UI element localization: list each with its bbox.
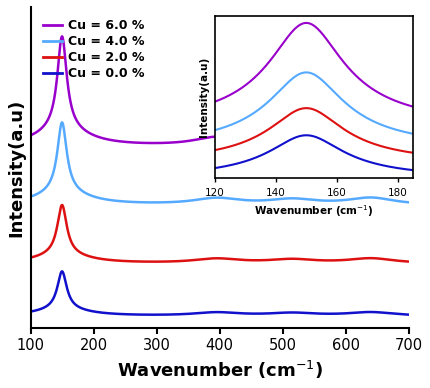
X-axis label: Wavenumber (cm$^{-1}$): Wavenumber (cm$^{-1}$) (254, 203, 374, 219)
Y-axis label: Intensity(a.u): Intensity(a.u) (7, 98, 25, 237)
X-axis label: Wavenumber (cm$^{-1}$): Wavenumber (cm$^{-1}$) (117, 359, 323, 381)
Legend: Cu = 6.0 %, Cu = 4.0 %, Cu = 2.0 %, Cu = 0.0 %: Cu = 6.0 %, Cu = 4.0 %, Cu = 2.0 %, Cu =… (40, 16, 147, 83)
Y-axis label: Intensity(a.u): Intensity(a.u) (200, 57, 209, 137)
